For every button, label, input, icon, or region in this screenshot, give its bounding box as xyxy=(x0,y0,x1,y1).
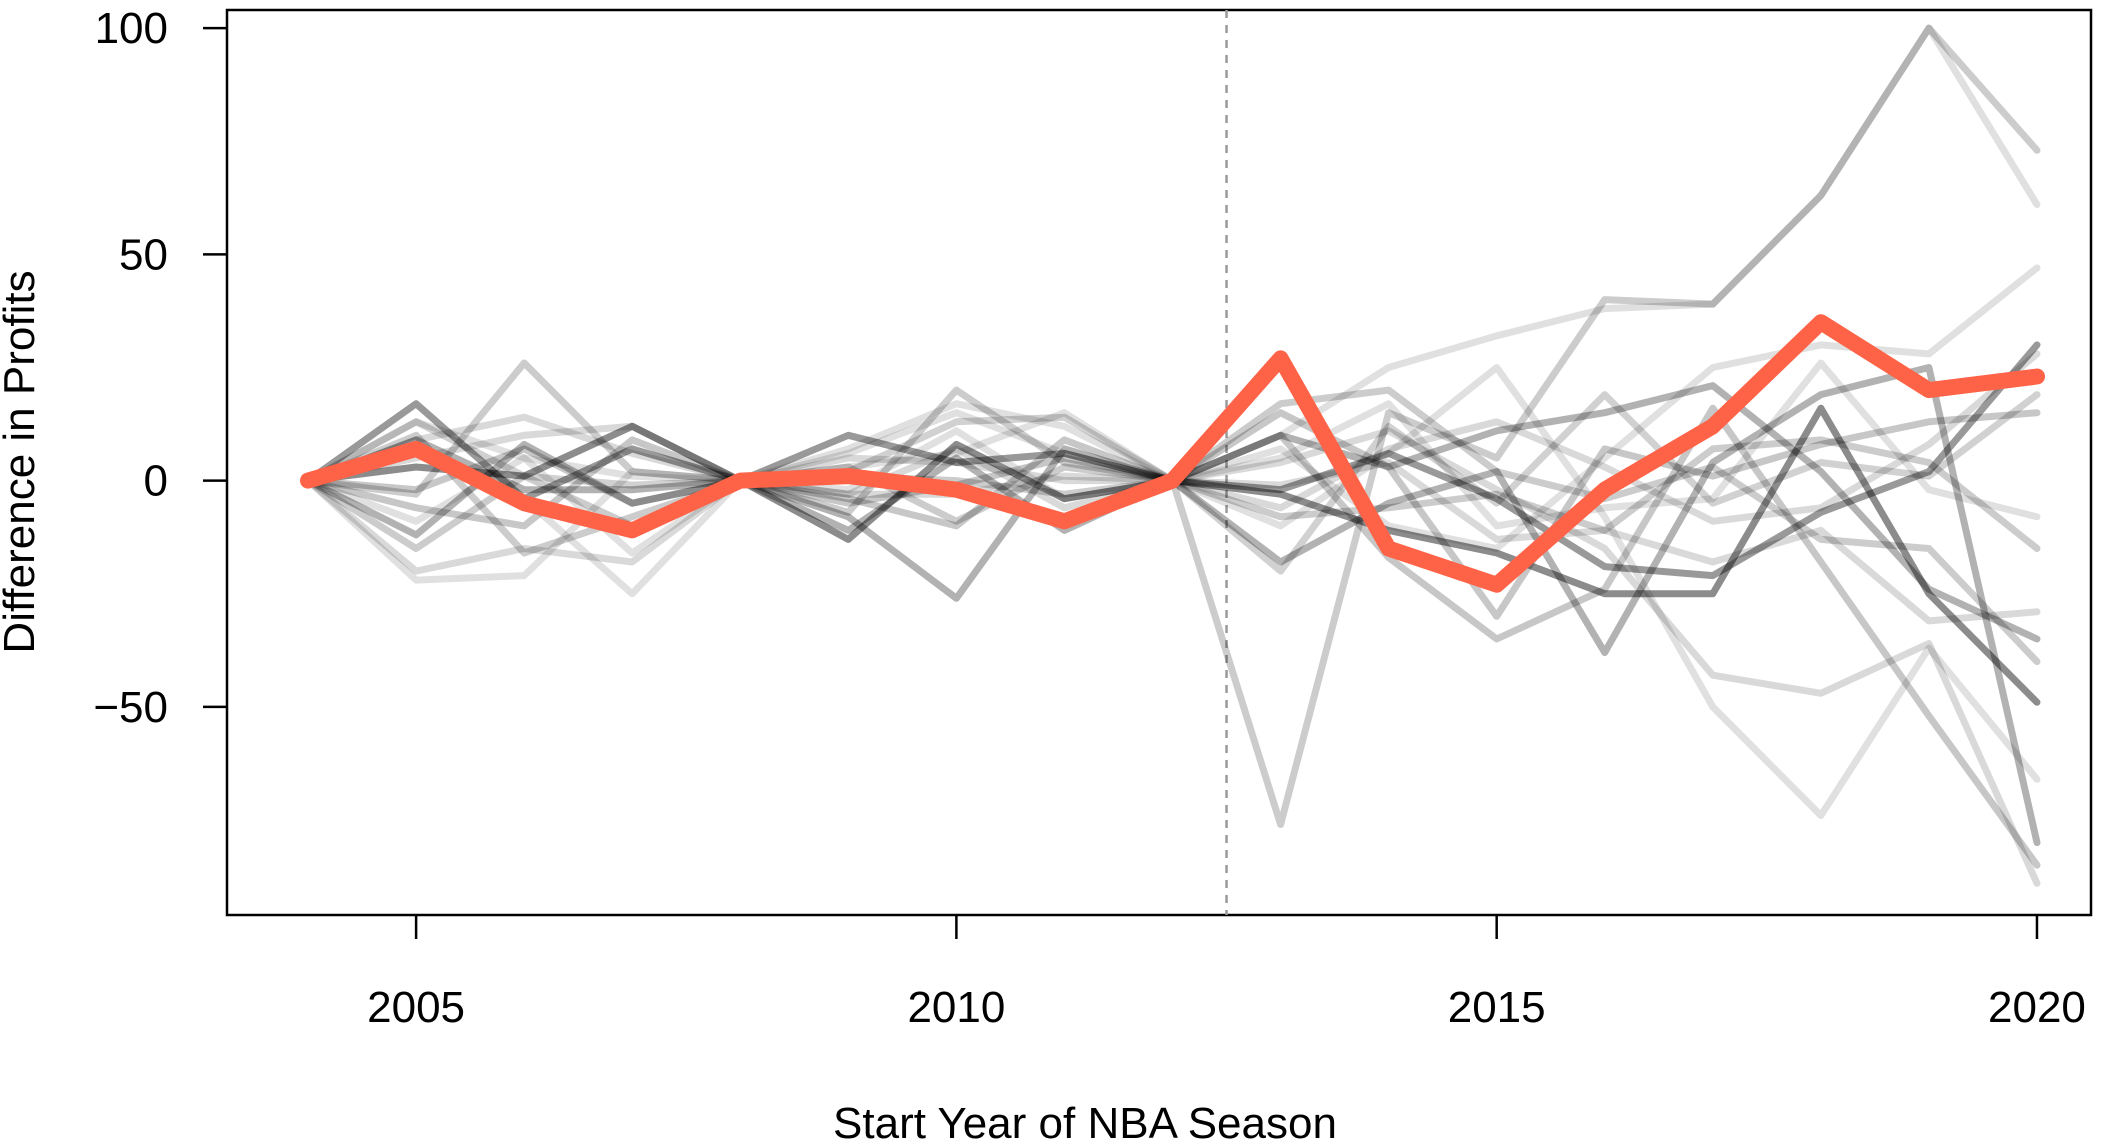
x-tick-label: 2020 xyxy=(1988,983,2086,1032)
y-tick-label: −50 xyxy=(93,683,168,732)
y-tick-label: 0 xyxy=(144,457,168,506)
series-layer xyxy=(304,24,2041,887)
x-axis-title: Start Year of NBA Season xyxy=(833,1099,1337,1142)
highlight-layer xyxy=(300,314,2045,593)
plot-frame xyxy=(225,8,2093,917)
x-tick-label: 2005 xyxy=(367,983,465,1032)
x-tick-label: 2015 xyxy=(1448,983,1546,1032)
y-axis-title: Difference in Profits xyxy=(0,270,44,653)
x-tick-label: 2010 xyxy=(907,983,1005,1032)
y-tick-label: 50 xyxy=(119,230,168,279)
y-tick-label: 100 xyxy=(95,4,168,53)
series-line-1 xyxy=(304,24,2041,828)
highlight-series-line xyxy=(300,314,2045,593)
axes-layer: 2005 2010 2015 2020 −50 0 50 100 xyxy=(93,4,2086,1032)
